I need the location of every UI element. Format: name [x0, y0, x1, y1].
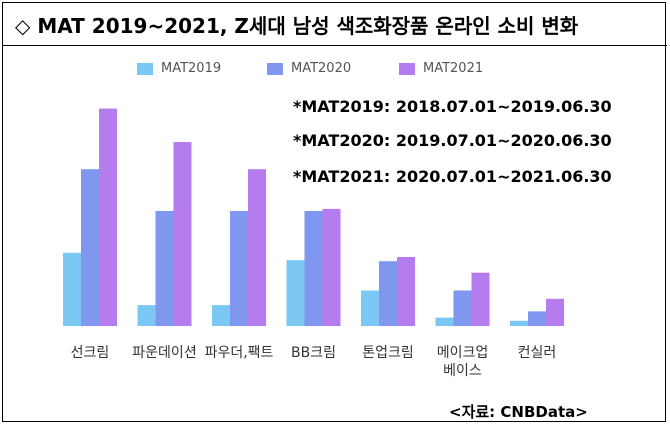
bar-sun-cream-mat2021 [99, 108, 117, 326]
bar-tone-up-cream-mat2021 [397, 257, 415, 326]
legend-label-mat2021: MAT2021 [423, 61, 484, 76]
bar-bb-cream-mat2019 [286, 260, 305, 326]
annotation-mat2019: *MAT2019: 2018.07.01~2019.06.30 [293, 97, 612, 116]
bar-bb-cream-mat2021 [322, 208, 341, 326]
bar-powder-pact-mat2020 [230, 211, 248, 326]
bar-powder-pact-mat2019 [212, 305, 230, 326]
bar-sun-cream-mat2020 [81, 169, 99, 326]
bar-makeup-base-mat2019 [435, 317, 454, 326]
bar-tone-up-cream-mat2019 [361, 290, 379, 326]
category-label-tone-up-cream: 톤업크림 [362, 345, 414, 361]
category-label-concealer: 컨실러 [517, 345, 557, 361]
bar-concealer-mat2019 [510, 320, 528, 326]
bar-bb-cream-mat2020 [304, 211, 323, 326]
chart-title: ◇ MAT 2019~2021, Z세대 남성 색조화장품 온라인 소비 변화 [15, 14, 579, 38]
bar-makeup-base-mat2020 [453, 290, 472, 326]
legend-swatch-mat2021 [399, 63, 415, 75]
bar-foundation-mat2020 [155, 211, 174, 326]
legend-swatch-mat2019 [137, 63, 153, 75]
annotation-mat2021: *MAT2021: 2020.07.01~2021.06.30 [293, 167, 612, 186]
legend-label-mat2019: MAT2019 [161, 61, 222, 76]
bar-powder-pact-mat2021 [248, 169, 266, 326]
bar-foundation-mat2019 [137, 305, 156, 326]
title-divider [3, 45, 667, 46]
source-note: <자료: CNBData> [449, 403, 588, 421]
bar-sun-cream-mat2019 [63, 252, 81, 326]
category-label-sun-cream: 선크림 [70, 345, 110, 361]
bar-makeup-base-mat2021 [471, 272, 490, 326]
legend-label-mat2020: MAT2020 [291, 61, 352, 76]
bar-tone-up-cream-mat2020 [379, 261, 397, 326]
legend-swatch-mat2020 [267, 63, 283, 75]
category-label-foundation: 파운데이션 [132, 345, 197, 361]
category-label-bb-cream: BB크림 [291, 345, 336, 361]
bar-plot [63, 108, 564, 326]
annotation-mat2020: *MAT2020: 2019.07.01~2020.06.30 [293, 131, 612, 150]
bar-concealer-mat2021 [546, 298, 564, 326]
category-label-powder-pact: 파우더,팩트 [204, 345, 274, 361]
bar-concealer-mat2020 [528, 311, 546, 326]
bar-foundation-mat2021 [173, 142, 192, 326]
category-label-makeup-base: 메이크업 베이스 [436, 345, 489, 379]
chart-frame: ◇ MAT 2019~2021, Z세대 남성 색조화장품 온라인 소비 변화 … [2, 2, 667, 422]
